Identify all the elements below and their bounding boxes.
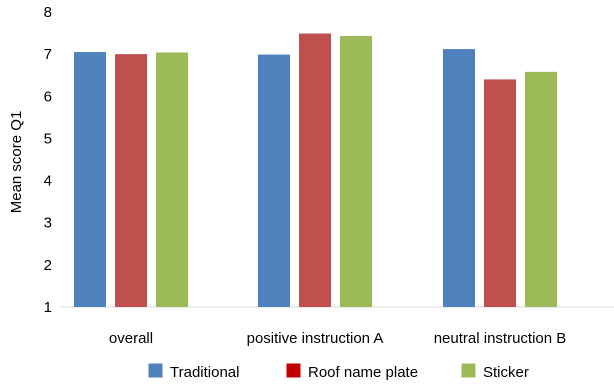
x-tick-label: overall <box>109 330 153 347</box>
y-axis: Mean score Q1 1 2 3 4 5 6 7 8 <box>8 4 52 316</box>
bar <box>258 54 290 307</box>
bar <box>115 54 147 308</box>
bar <box>74 52 106 308</box>
x-tick-label: positive instruction A <box>247 330 384 347</box>
y-tick-label: 6 <box>44 88 52 105</box>
legend-swatch <box>285 362 302 379</box>
bar <box>299 33 331 307</box>
bar <box>340 36 372 308</box>
bars <box>74 33 557 308</box>
y-tick-label: 8 <box>44 4 52 21</box>
legend-swatch <box>147 362 164 379</box>
legend: Traditional Roof name plate Sticker <box>147 362 529 381</box>
bar <box>443 49 475 307</box>
bar <box>525 71 557 307</box>
legend-label: Roof name plate <box>308 364 418 381</box>
y-tick-labels: 1 2 3 4 5 6 7 8 <box>44 4 52 316</box>
legend-label: Sticker <box>483 364 529 381</box>
y-tick-label: 7 <box>44 46 52 63</box>
x-tick-label: neutral instruction B <box>434 330 567 347</box>
legend-label: Traditional <box>170 364 239 381</box>
y-tick-label: 3 <box>44 215 52 232</box>
bar <box>156 52 188 308</box>
bar <box>484 79 516 307</box>
y-axis-label: Mean score Q1 <box>8 111 25 214</box>
y-tick-label: 1 <box>44 299 52 316</box>
y-tick-label: 5 <box>44 130 52 147</box>
y-tick-label: 4 <box>44 173 52 190</box>
legend-swatch <box>460 362 477 379</box>
x-tick-labels: overall positive instruction A neutral ins… <box>109 330 566 347</box>
y-tick-label: 2 <box>44 257 52 274</box>
